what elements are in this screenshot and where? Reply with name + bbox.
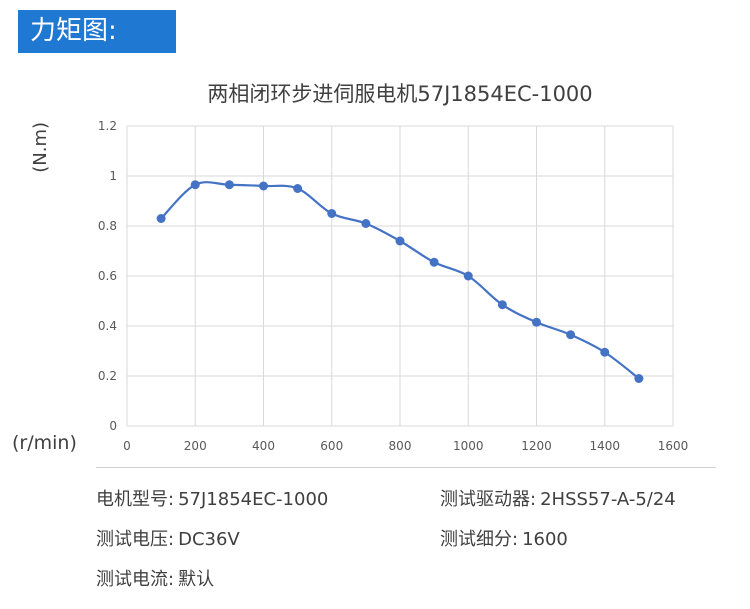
chart-title: 两相闭环步进伺服电机57J1854EC-1000 [207,82,593,106]
spec-current-label: 测试电流: [96,569,175,590]
y-tick-label: 0.8 [98,219,117,233]
spec-current: 测试电流: 默认 [96,565,214,591]
x-tick-label: 800 [389,439,412,453]
data-point [634,374,644,383]
spec-microstep-label: 测试细分: [440,529,519,550]
x-tick-label: 1400 [589,439,620,453]
spec-microstep-value: 1600 [522,529,568,550]
spec-motor-model-label: 电机型号: [96,489,175,510]
x-tick-label: 1200 [521,439,552,453]
x-tick-label: 200 [184,439,207,453]
data-point [190,180,200,190]
data-point [156,214,166,223]
data-point [600,347,610,357]
torque-line-chart: 0 200 400 600 800 1000 1200 1400 1600 0 0.2 0.4 0.6 0… [98,119,689,453]
data-point [532,317,541,327]
data-point [566,330,576,340]
data-point [224,180,234,190]
divider [96,467,716,468]
data-point [429,257,439,267]
x-tick-label: 1000 [453,439,484,453]
spec-voltage: 测试电压: DC36V [96,525,240,551]
data-point [395,236,405,246]
y-tick-label: 0 [109,419,117,433]
data-point [361,219,371,228]
data-point [463,271,473,281]
spec-driver-value: 2HSS57-A-5/24 [540,489,676,510]
spec-voltage-label: 测试电压: [96,529,175,550]
spec-motor-model: 电机型号: 57J1854EC-1000 [96,485,328,511]
data-point [293,184,303,193]
spec-driver-label: 测试驱动器: [440,489,537,510]
x-axis-unit: (r/min) [12,432,77,454]
data-point [259,181,268,191]
spec-current-value: 默认 [178,569,215,590]
x-tick-label: 1600 [658,439,689,453]
y-tick-label: 1.2 [98,119,117,133]
y-tick-label: 0.4 [98,319,117,333]
spec-microstep: 测试细分: 1600 [440,525,568,551]
y-tick-label: 1 [109,169,117,183]
data-point [497,300,507,310]
spec-motor-model-value: 57J1854EC-1000 [178,489,329,510]
y-tick-label: 0.2 [98,369,117,383]
x-tick-label: 0 [123,439,131,453]
x-tick-label: 400 [252,439,275,453]
spec-voltage-value: DC36V [178,529,240,550]
section-title: 力矩图: [18,10,176,53]
y-tick-label: 0.6 [98,269,117,283]
spec-driver: 测试驱动器: 2HSS57-A-5/24 [440,485,676,511]
x-tick-label: 600 [320,439,343,453]
data-point [327,209,337,218]
